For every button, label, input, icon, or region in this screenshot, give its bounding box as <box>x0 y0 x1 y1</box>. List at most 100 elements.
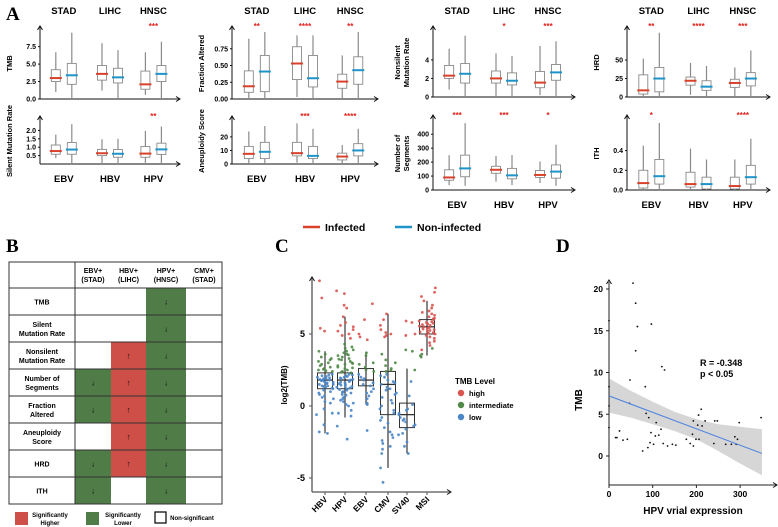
column-header: EBV+ <box>84 268 102 275</box>
table-cell-down <box>75 450 111 477</box>
point-low <box>390 401 394 405</box>
scatter-point <box>636 325 639 328</box>
box-infected <box>637 58 650 97</box>
scatter-point <box>692 420 695 422</box>
point-low <box>365 391 369 395</box>
point-low <box>402 417 406 421</box>
point-intermediate <box>343 347 347 350</box>
legend-label: Higher <box>40 521 60 527</box>
point-high <box>336 329 340 333</box>
point-low <box>365 403 369 406</box>
axis-arrow-icon <box>37 25 43 31</box>
y-axis-label-line: Nonsilent <box>393 45 402 80</box>
table-cell-down <box>146 396 186 423</box>
scatter-point <box>701 425 703 427</box>
point-low <box>318 377 322 381</box>
box <box>337 372 353 390</box>
box <box>358 368 374 387</box>
scatter-point <box>663 369 666 371</box>
cancer-label: STAD <box>639 6 664 17</box>
point-high <box>340 334 344 337</box>
box <box>140 70 151 90</box>
y-tick-label: 0.50 <box>214 63 228 70</box>
regression-line <box>608 395 763 454</box>
box-noninfected <box>155 41 168 99</box>
cancer-label: HNSC <box>535 6 562 17</box>
box-infected <box>443 48 456 90</box>
point-high <box>432 339 436 343</box>
point-intermediate <box>365 351 368 355</box>
y-axis-label: TMB <box>5 55 14 72</box>
point-low <box>397 413 401 417</box>
point-high <box>363 318 366 321</box>
scatter-point <box>724 443 727 446</box>
y-tick-label: 7.5 <box>26 44 36 51</box>
y-tick-label: 5.0 <box>26 62 36 69</box>
scatter-point <box>615 436 618 439</box>
box <box>638 169 649 189</box>
virus-label: HBV <box>100 174 121 185</box>
point-low <box>329 390 332 393</box>
legend-swatch-low <box>457 413 465 421</box>
significance-stars: ** <box>150 112 157 121</box>
point-low <box>380 439 384 442</box>
box-infected <box>637 145 650 190</box>
point-high <box>345 306 349 310</box>
y-tick-label: 0.0 <box>613 188 623 195</box>
point-low <box>324 377 328 381</box>
point-low <box>344 393 348 397</box>
point-high <box>427 326 431 329</box>
significance-stars: * <box>650 111 654 120</box>
arrow-down-icon: ↓ <box>91 406 95 415</box>
x-tick-label: MSI <box>414 494 432 512</box>
table-cell-up <box>111 450 146 477</box>
point-high <box>427 315 431 319</box>
scatter-point <box>632 282 634 285</box>
point-high <box>428 341 431 345</box>
box <box>745 164 756 185</box>
point-low <box>317 430 321 434</box>
boxplot-subplot: 0 2 4 NonsilentMutation Rate STAD * LIHC *** HNS… <box>393 6 576 102</box>
virus-label: EBV <box>447 200 467 211</box>
point-low <box>341 400 345 404</box>
scatter-point <box>738 421 741 424</box>
panel-a-legend: Infected Non-infected <box>303 222 481 234</box>
scatter-point <box>654 435 657 437</box>
point-low <box>324 375 328 378</box>
point-intermediate <box>323 352 327 356</box>
point-low <box>345 437 349 441</box>
point-intermediate <box>337 357 341 361</box>
point-low <box>411 403 414 406</box>
box-infected <box>139 52 152 95</box>
point-high <box>430 306 434 310</box>
point-high <box>404 319 408 323</box>
point-high <box>427 331 430 335</box>
point-low <box>323 394 326 398</box>
scatter-point <box>660 428 662 431</box>
point-high <box>418 330 422 334</box>
column-header: (STAD) <box>81 277 104 284</box>
point-intermediate <box>340 355 344 359</box>
point-low <box>339 398 342 402</box>
point-intermediate <box>339 370 343 374</box>
scatter-point <box>646 446 649 449</box>
box <box>460 154 471 178</box>
y-tick-label: 20 <box>220 134 228 141</box>
scatter-point <box>733 435 736 438</box>
scatter-point <box>660 365 663 368</box>
correlation-annotation: p < 0.05 <box>700 369 733 379</box>
point-low <box>389 398 393 402</box>
point-low <box>390 433 394 437</box>
box <box>259 141 270 160</box>
point-low <box>362 377 366 381</box>
legend-infected-label: Infected <box>325 222 365 234</box>
point-high <box>357 332 361 336</box>
point-low <box>372 387 375 391</box>
point-low <box>394 391 398 395</box>
point-low <box>348 379 351 383</box>
point-low <box>325 382 329 386</box>
box <box>491 70 501 84</box>
point-high <box>425 321 428 324</box>
point-low <box>371 381 375 385</box>
